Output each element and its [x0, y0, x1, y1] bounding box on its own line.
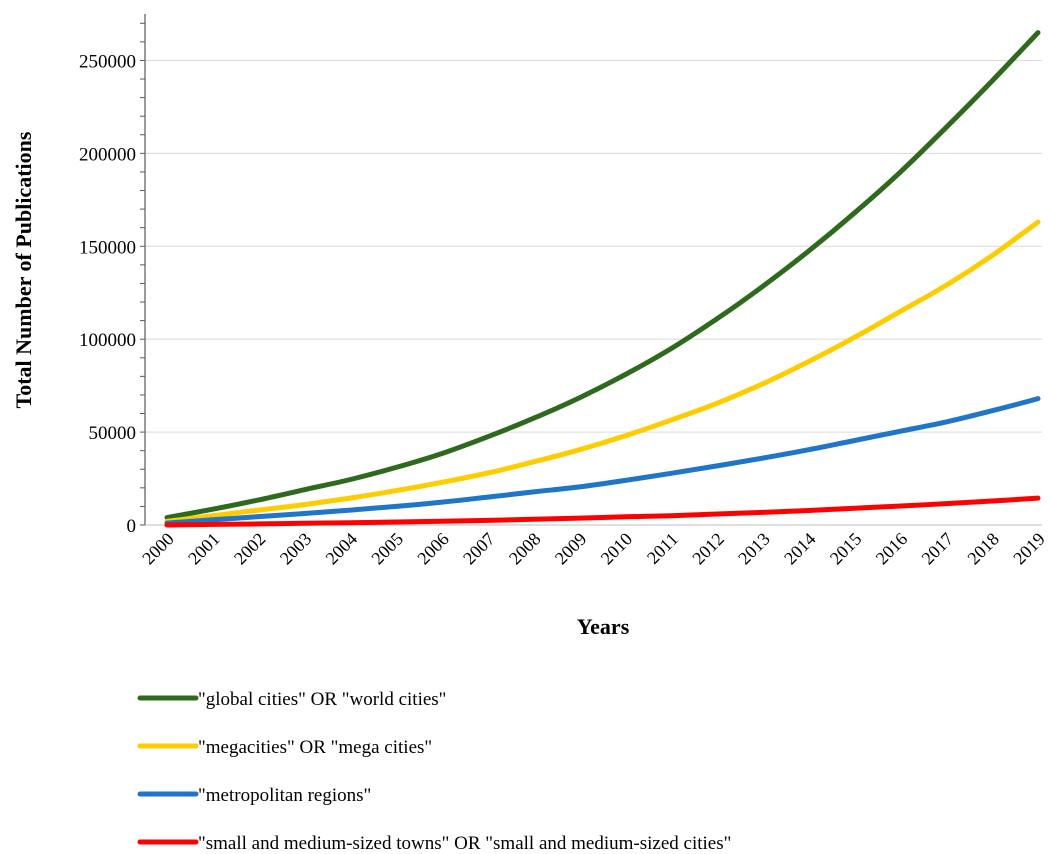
x-tick-label: 2004: [322, 529, 362, 569]
x-tick-label: 2019: [1009, 529, 1049, 569]
x-tick-labels: 2000 2001 2002 2003 2004 2005 2006 2007 2008 2009…: [138, 529, 1049, 569]
x-tick-label: 2014: [780, 529, 820, 569]
x-tick-label: 2017: [918, 529, 958, 569]
x-axis-title: Years: [577, 614, 630, 639]
x-tick-label: 2006: [413, 529, 453, 569]
legend: "global cities" OR "world cities" "megaci…: [137, 689, 731, 854]
legend-label: "megacities" OR "mega cities": [198, 737, 432, 758]
series-line-3: [164, 495, 1041, 528]
x-tick-label: 2012: [688, 529, 728, 569]
y-tick-label: 250000: [79, 51, 136, 72]
x-tick-label: 2002: [230, 529, 270, 569]
x-tick-label: 2000: [138, 529, 178, 569]
series-lines: [164, 30, 1041, 528]
x-tick-label: 2016: [872, 529, 912, 569]
y-tick-label: 200000: [79, 144, 136, 165]
series-line-2: [164, 396, 1041, 526]
y-tick-label: 100000: [79, 330, 136, 351]
gridlines: [145, 59, 1042, 433]
series-line-1: [164, 219, 1041, 524]
x-tick-label: 2015: [826, 529, 866, 569]
x-tick-label: 2010: [597, 529, 637, 569]
legend-label: "metropolitan regions": [198, 785, 371, 806]
x-tick-label: 2007: [459, 529, 499, 569]
x-tick-label: 2009: [551, 529, 591, 569]
x-tick-label: 2013: [734, 529, 774, 569]
x-tick-label: 2011: [643, 529, 682, 568]
x-tick-label: 2001: [184, 529, 224, 569]
y-tick-label: 150000: [79, 237, 136, 258]
legend-label: "small and medium-sized towns" OR "small…: [198, 833, 731, 854]
x-tick-label: 2003: [276, 529, 316, 569]
y-axis-title: Total Number of Publications: [11, 131, 36, 408]
x-tick-label: 2018: [963, 529, 1003, 569]
x-tick-label: 2008: [505, 529, 545, 569]
y-tick-labels: 0 50000 100000 150000 200000 250000: [79, 51, 136, 537]
y-tick-label: 50000: [89, 423, 137, 444]
x-tick-label: 2005: [367, 529, 407, 569]
legend-label: "global cities" OR "world cities": [198, 689, 446, 710]
series-line-0: [164, 30, 1041, 521]
y-tick-label: 0: [127, 516, 137, 537]
